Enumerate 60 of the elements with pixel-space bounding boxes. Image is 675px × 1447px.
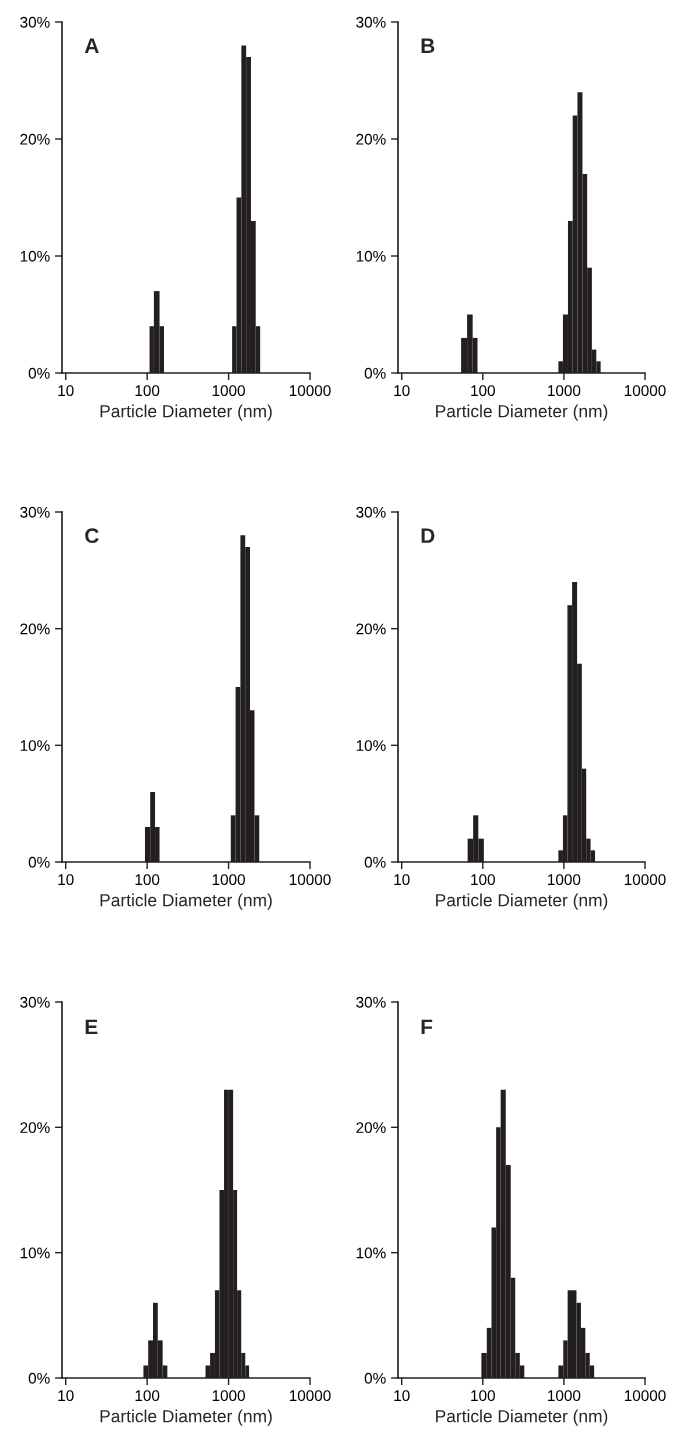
x-tick-label: 100 xyxy=(135,874,160,886)
y-tick-label: 0% xyxy=(364,367,386,379)
x-axis-title: Particle Diameter (nm) xyxy=(100,893,272,910)
y-tick-label: 20% xyxy=(356,133,386,145)
y-tick-label: 20% xyxy=(20,1122,50,1134)
y-tick-label: 20% xyxy=(356,1122,386,1134)
x-axis-title: Particle Diameter (nm) xyxy=(100,1409,272,1426)
x-tick-label: 10000 xyxy=(624,1390,666,1402)
x-tick-label: 100 xyxy=(471,1390,495,1402)
y-tick-label: 30% xyxy=(356,996,386,1008)
x-tick-label: 10000 xyxy=(624,874,666,886)
text: A xyxy=(84,38,99,53)
x-axis-title: Particle Diameter (nm) xyxy=(436,1409,608,1426)
y-tick-label: 10% xyxy=(20,740,50,752)
x-axis-title: Particle Diameter (nm) xyxy=(100,404,272,421)
y-tick-label: 10% xyxy=(356,1247,386,1259)
y-tick-label: 0% xyxy=(364,856,386,868)
y-tick-label: 0% xyxy=(28,856,50,868)
x-tick-label: 10 xyxy=(394,874,410,886)
y-tick-label: 30% xyxy=(356,16,386,28)
x-tick-label: 1000 xyxy=(548,874,581,886)
x-tick-label: 10 xyxy=(394,1390,410,1402)
text: C xyxy=(85,528,99,544)
y-tick-label: 10% xyxy=(20,250,50,262)
x-tick-label: 10 xyxy=(58,874,74,886)
x-tick-label: 10000 xyxy=(289,385,331,397)
x-axis-title: Particle Diameter (nm) xyxy=(436,404,608,421)
y-tick-label: 30% xyxy=(20,16,50,28)
text: F xyxy=(421,1019,433,1035)
x-tick-label: 10000 xyxy=(289,874,331,886)
text: E xyxy=(85,1019,98,1035)
y-tick-label: 10% xyxy=(356,740,386,752)
x-axis-title: Particle Diameter (nm) xyxy=(436,893,608,910)
y-tick-label: 20% xyxy=(356,623,386,635)
y-tick-label: 30% xyxy=(20,996,50,1008)
y-tick-label: 30% xyxy=(20,506,50,518)
x-tick-label: 1000 xyxy=(548,385,581,397)
x-tick-label: 1000 xyxy=(212,1390,245,1402)
y-tick-label: 20% xyxy=(20,623,50,635)
y-tick-label: 10% xyxy=(356,250,386,262)
x-tick-label: 10000 xyxy=(289,1390,331,1402)
y-tick-label: 0% xyxy=(364,1372,386,1384)
x-tick-label: 10 xyxy=(58,385,74,397)
x-tick-label: 100 xyxy=(135,1390,160,1402)
x-tick-label: 100 xyxy=(471,385,495,397)
text: D xyxy=(421,528,435,543)
x-tick-label: 10000 xyxy=(624,385,666,397)
x-tick-label: 100 xyxy=(135,385,160,397)
y-tick-label: 30% xyxy=(356,506,386,518)
x-tick-label: 100 xyxy=(471,874,495,886)
y-tick-label: 10% xyxy=(20,1247,50,1259)
x-tick-label: 1000 xyxy=(548,1390,581,1402)
x-tick-label: 10 xyxy=(394,385,410,397)
x-tick-label: 10 xyxy=(58,1390,74,1402)
y-tick-label: 20% xyxy=(20,133,50,145)
text: B xyxy=(421,38,435,53)
x-tick-label: 1000 xyxy=(212,874,245,886)
x-tick-label: 1000 xyxy=(212,385,245,397)
y-tick-label: 0% xyxy=(28,1372,50,1384)
y-tick-label: 0% xyxy=(28,367,50,379)
